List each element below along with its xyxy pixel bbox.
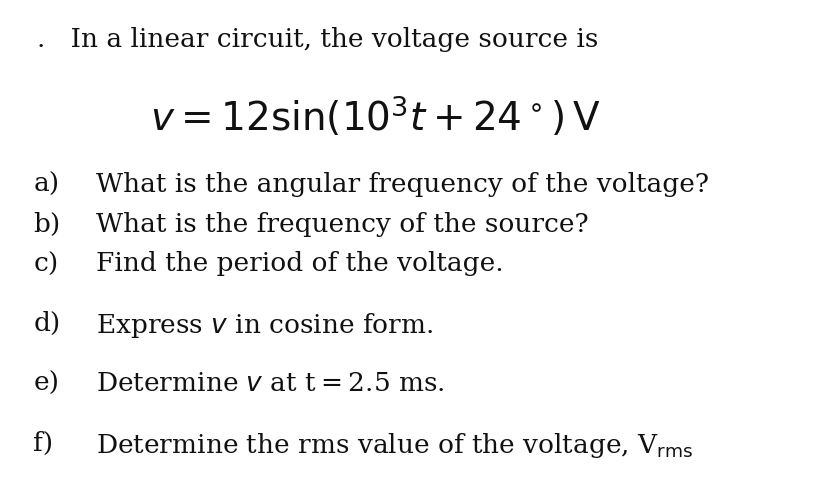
Text: a): a) <box>33 172 59 197</box>
Text: .   In a linear circuit, the voltage source is: . In a linear circuit, the voltage sourc… <box>37 27 599 52</box>
Text: Express $v$ in cosine form.: Express $v$ in cosine form. <box>96 311 433 340</box>
Text: c): c) <box>33 251 58 276</box>
Text: d): d) <box>33 311 61 336</box>
Text: e): e) <box>33 371 59 396</box>
Text: What is the angular frequency of the voltage?: What is the angular frequency of the vol… <box>96 172 709 197</box>
Text: Find the period of the voltage.: Find the period of the voltage. <box>96 251 503 276</box>
Text: $v = 12 \sin (10^3t + 24^\circ)\,\mathrm{V}$: $v = 12 \sin (10^3t + 24^\circ)\,\mathrm… <box>150 95 600 139</box>
Text: What is the frequency of the source?: What is the frequency of the source? <box>96 212 588 237</box>
Text: Determine $v$ at t = 2.5 ms.: Determine $v$ at t = 2.5 ms. <box>96 371 444 396</box>
Text: f): f) <box>33 431 53 456</box>
Text: Determine the rms value of the voltage, V$_{\mathrm{rms}}$: Determine the rms value of the voltage, … <box>96 431 693 460</box>
Text: b): b) <box>33 212 61 237</box>
